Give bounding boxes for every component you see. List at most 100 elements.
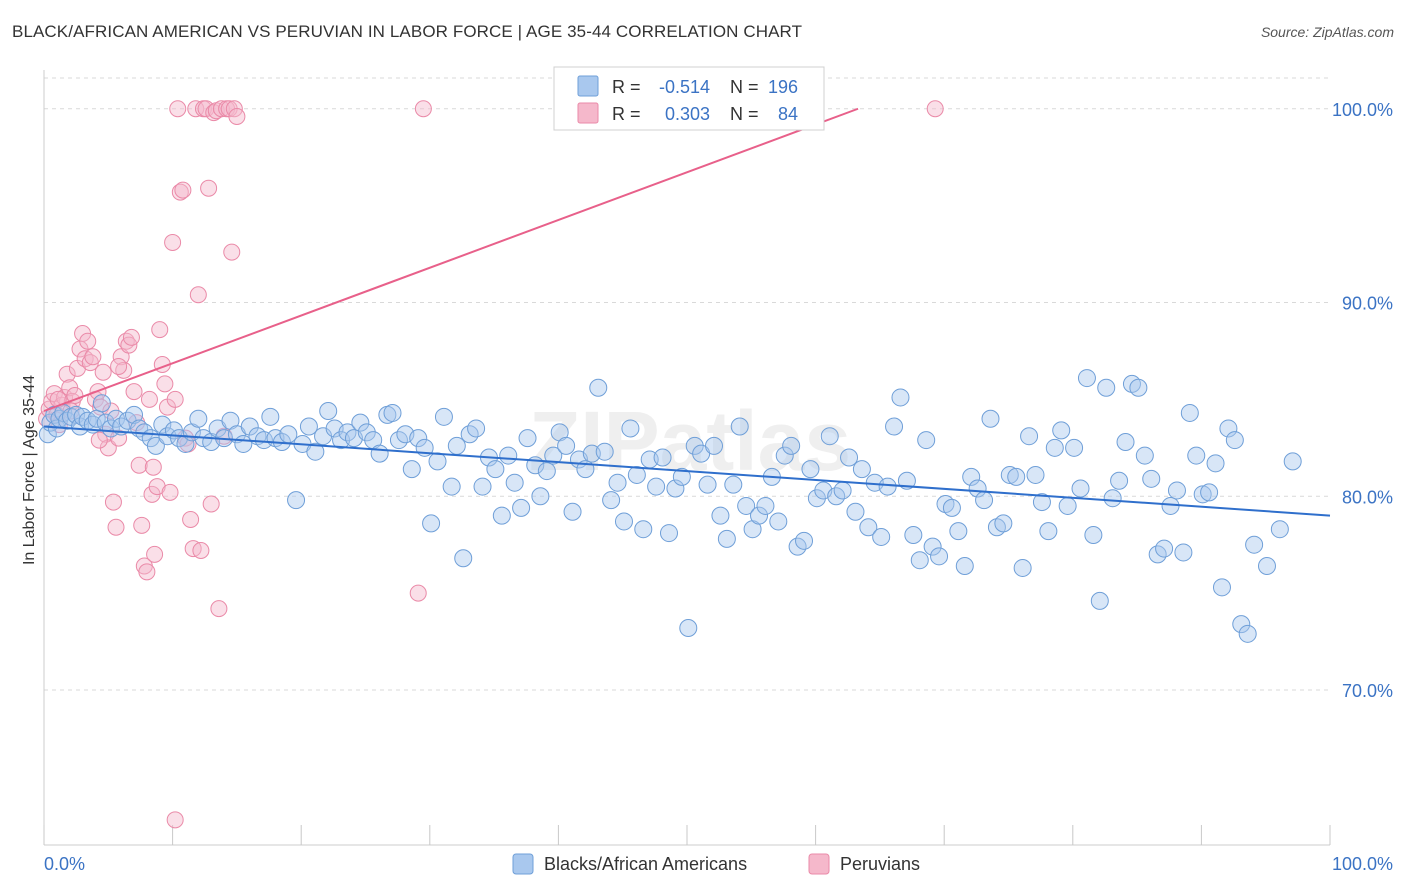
- black-african-american-point: [1065, 438, 1084, 457]
- black-african-american-point: [153, 415, 172, 434]
- black-african-american-point: [820, 427, 839, 446]
- peruvian-point: [197, 100, 215, 118]
- black-african-american-point: [1245, 535, 1264, 554]
- black-african-american-point: [1212, 578, 1231, 597]
- legend-r-label-pink: R =: [612, 104, 646, 124]
- black-african-american-point: [930, 547, 949, 566]
- black-african-american-point: [1026, 465, 1045, 484]
- black-african-american-point: [518, 429, 537, 448]
- black-african-american-point: [370, 444, 389, 463]
- series-legend-label-pink: Peruvians: [840, 854, 920, 874]
- black-african-american-point: [1232, 615, 1251, 634]
- stats-legend: R = -0.514 N = 196 R = 0.303 N = 84: [553, 66, 825, 131]
- black-african-american-point: [125, 405, 144, 424]
- black-african-american-point: [240, 417, 259, 436]
- axes: [43, 70, 1331, 846]
- black-african-american-point: [1238, 624, 1257, 643]
- black-african-american-point: [1155, 539, 1174, 558]
- black-african-american-point: [1110, 471, 1129, 490]
- peruvian-point: [144, 458, 162, 476]
- peruvian-point: [189, 286, 207, 304]
- black-african-american-point: [1045, 438, 1064, 457]
- black-african-american-point: [92, 394, 111, 413]
- series-legend-swatch-blue: [512, 853, 534, 875]
- black-african-american-point: [724, 475, 743, 494]
- peruvian-point: [110, 357, 128, 375]
- black-african-american-point: [981, 409, 1000, 428]
- black-african-american-point: [614, 512, 633, 531]
- peruvian-point: [174, 181, 192, 199]
- black-african-american-point: [1225, 431, 1244, 450]
- black-african-american-point: [795, 531, 814, 550]
- black-african-american-point: [975, 491, 994, 510]
- tick-labels: 70.0% 80.0% 90.0% 100.0% 0.0% 100.0%: [44, 100, 1393, 874]
- peruvian-point: [122, 328, 140, 346]
- peruvian-point: [125, 383, 143, 401]
- black-african-american-point: [319, 402, 338, 420]
- black-african-american-point: [1000, 465, 1019, 484]
- legend-n-label-pink: N =: [730, 104, 764, 124]
- peruvian-point: [202, 495, 220, 513]
- black-african-american-point: [711, 506, 730, 525]
- black-african-american-point: [840, 448, 859, 467]
- black-african-american-point: [737, 496, 756, 515]
- black-african-american-point: [531, 487, 550, 506]
- legend-r-value-blue: -0.514: [659, 77, 710, 97]
- black-african-american-point: [1167, 481, 1186, 500]
- black-african-american-point: [486, 460, 505, 479]
- black-african-american-point: [917, 431, 936, 450]
- legend-n-value-blue: 196: [768, 77, 798, 97]
- black-african-american-point: [402, 460, 421, 479]
- black-african-american-point: [189, 409, 208, 428]
- black-african-american-point: [897, 471, 916, 490]
- peruvian-point: [58, 365, 76, 383]
- series-legend-label-blue: Blacks/African Americans: [544, 854, 747, 874]
- peruvian-point: [84, 348, 102, 366]
- black-african-american-point: [859, 518, 878, 537]
- black-african-american-point: [994, 514, 1013, 533]
- black-african-american-point: [1270, 520, 1289, 539]
- black-african-american-point: [872, 527, 891, 546]
- peruvian-point: [90, 431, 108, 449]
- black-african-american-point: [634, 520, 653, 539]
- peruvian-point: [169, 100, 187, 118]
- black-african-american-point: [1116, 433, 1135, 451]
- black-african-american-point: [492, 506, 511, 525]
- black-african-american-point: [409, 429, 428, 448]
- black-african-american-point: [717, 529, 736, 548]
- peruvian-point: [94, 363, 112, 381]
- peruvian-point: [164, 233, 182, 251]
- black-african-american-point: [1020, 427, 1039, 446]
- black-african-american-point: [769, 512, 788, 531]
- peruvian-point: [156, 375, 174, 393]
- black-african-american-point: [653, 448, 672, 467]
- black-african-american-point: [801, 460, 820, 479]
- black-african-american-point: [467, 419, 486, 438]
- black-african-american-point: [968, 479, 987, 498]
- watermark: ZIPatlas: [529, 394, 851, 488]
- black-african-american-point: [563, 502, 582, 521]
- black-african-american-point: [1039, 522, 1058, 541]
- black-african-american-point: [595, 442, 614, 461]
- legend-n-label-blue: N =: [730, 77, 764, 97]
- black-african-american-point: [428, 452, 447, 471]
- y-tick-label: 70.0%: [1342, 681, 1393, 701]
- peruvian-point: [166, 390, 184, 408]
- black-african-american-point: [698, 475, 717, 494]
- black-african-american-point: [67, 405, 86, 424]
- black-african-american-point: [1257, 557, 1276, 575]
- black-african-american-point: [1200, 483, 1219, 502]
- black-african-american-point: [544, 446, 563, 465]
- black-african-american-point: [1206, 454, 1225, 473]
- black-african-american-point: [782, 436, 801, 455]
- black-african-american-point: [910, 551, 929, 570]
- black-african-american-point: [454, 549, 473, 568]
- black-african-american-point: [775, 446, 794, 465]
- black-african-american-point: [1090, 591, 1109, 610]
- black-african-american-point: [1174, 543, 1193, 562]
- black-african-american-point: [1084, 526, 1103, 544]
- black-african-american-point: [750, 506, 769, 525]
- black-african-american-point: [1283, 452, 1302, 471]
- black-african-american-point: [473, 477, 492, 496]
- peruvian-point: [200, 179, 218, 197]
